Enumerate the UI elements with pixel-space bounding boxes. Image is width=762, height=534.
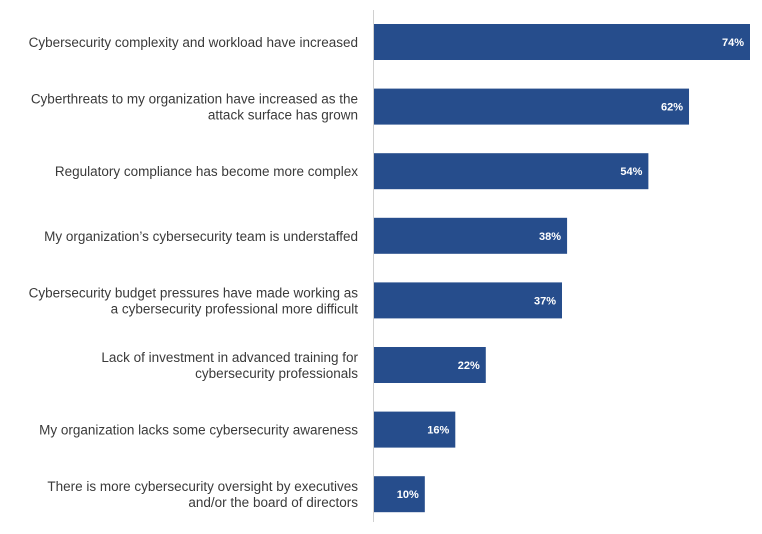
- value-label-4: 38%: [539, 231, 561, 243]
- category-label-5: Cybersecurity budget pressures have made…: [29, 285, 359, 316]
- value-label-8: 10%: [397, 489, 419, 501]
- value-label-7: 16%: [427, 425, 449, 437]
- value-label-1: 74%: [722, 37, 744, 49]
- category-label-2: Cyberthreats to my organization have inc…: [31, 92, 358, 123]
- category-label-8: There is more cybersecurity oversight by…: [47, 479, 358, 510]
- bar-8: [374, 476, 425, 513]
- bar-1: [374, 24, 750, 60]
- category-label-line: My organization lacks some cybersecurity…: [39, 423, 358, 438]
- category-label-line: Cybersecurity complexity and workload ha…: [29, 35, 358, 50]
- category-label-line: Lack of investment in advanced training …: [101, 350, 358, 365]
- bar-4: [374, 217, 568, 254]
- category-label-line: There is more cybersecurity oversight by…: [47, 479, 358, 494]
- category-label-line: My organization’s cybersecurity team is …: [44, 229, 358, 244]
- category-label-line: Cybersecurity budget pressures have made…: [29, 285, 359, 300]
- category-label-3: Regulatory compliance has become more co…: [55, 164, 358, 179]
- bar-7: [374, 411, 456, 448]
- value-label-5: 37%: [534, 295, 556, 307]
- category-label-4: My organization’s cybersecurity team is …: [44, 229, 358, 244]
- category-label-line: Regulatory compliance has become more co…: [55, 164, 358, 179]
- category-label-6: Lack of investment in advanced training …: [101, 350, 358, 381]
- bar-3: [374, 153, 649, 190]
- category-label-line: a cybersecurity professional more diffic…: [111, 301, 359, 316]
- bar-6: [374, 347, 486, 383]
- category-label-line: and/or the board of directors: [188, 495, 358, 510]
- category-label-line: cybersecurity professionals: [195, 366, 358, 381]
- value-label-2: 62%: [661, 102, 683, 114]
- category-label-line: attack surface has grown: [208, 108, 358, 123]
- value-label-6: 22%: [458, 360, 480, 372]
- bars-group: 74% Cybersecurity complexity and workload…: [29, 24, 750, 513]
- category-label-7: My organization lacks some cybersecurity…: [39, 423, 358, 438]
- category-label-line: Cyberthreats to my organization have inc…: [31, 92, 358, 107]
- value-label-3: 54%: [620, 166, 642, 178]
- bar-2: [374, 88, 690, 125]
- category-label-1: Cybersecurity complexity and workload ha…: [29, 35, 358, 50]
- bar-5: [374, 282, 562, 319]
